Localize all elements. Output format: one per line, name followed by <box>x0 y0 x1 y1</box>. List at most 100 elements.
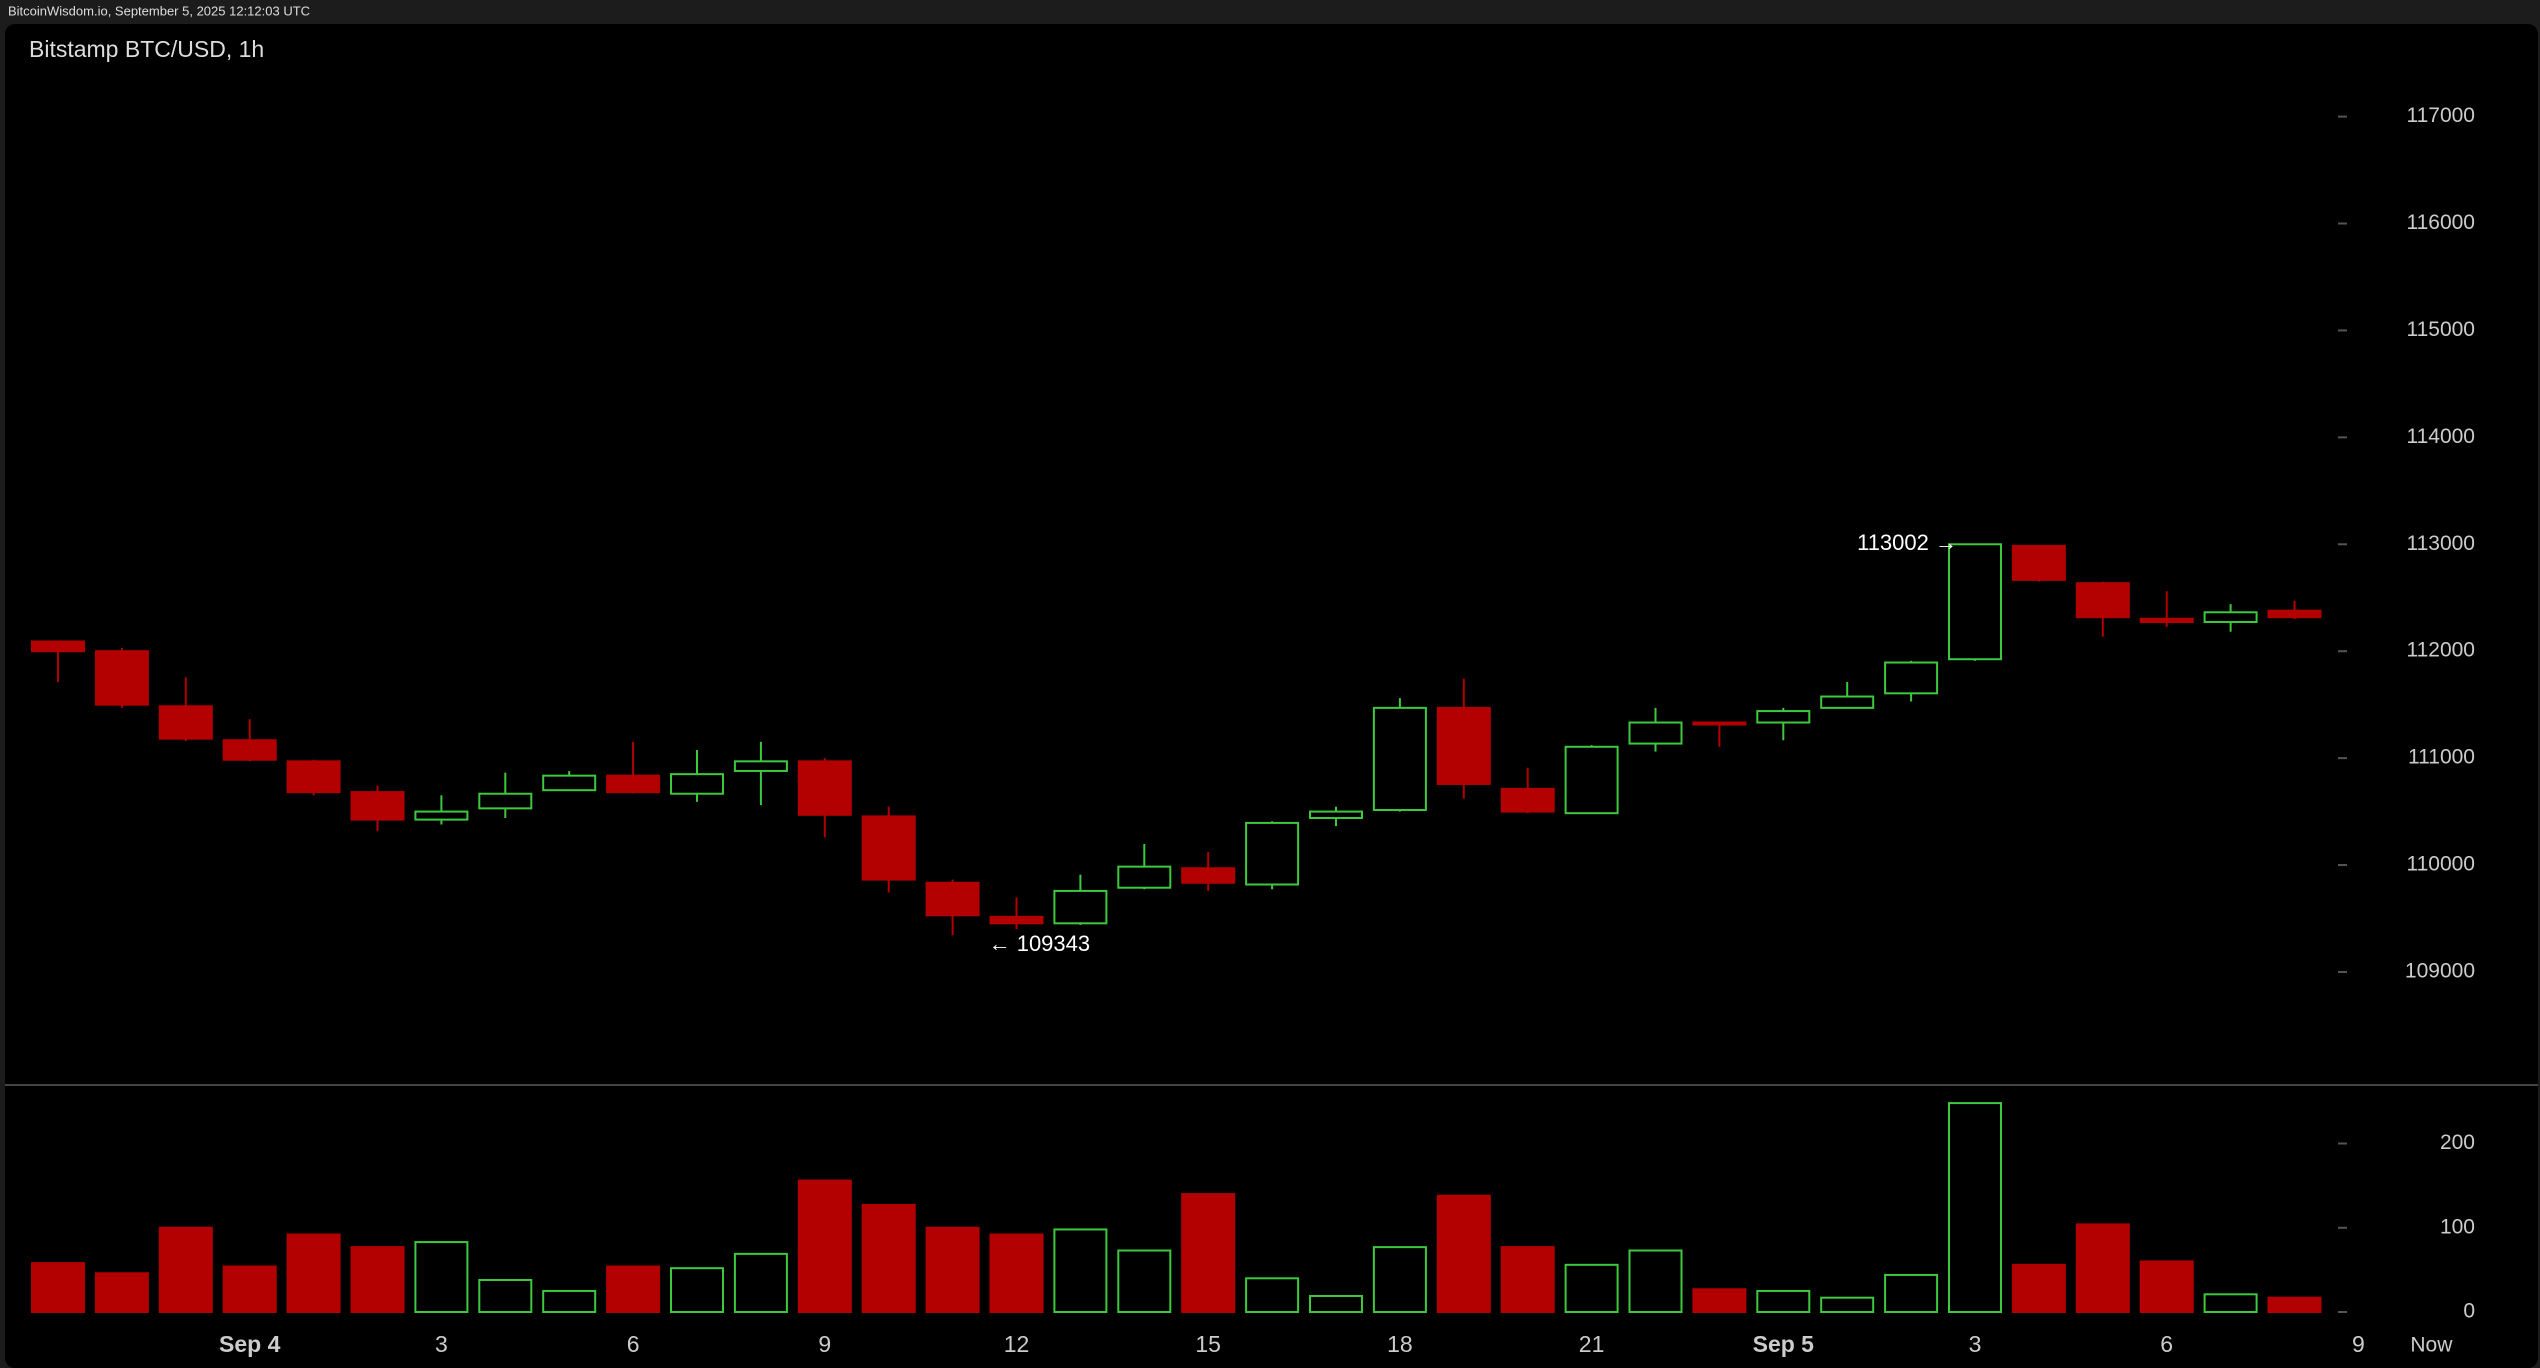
volume-bar <box>670 1267 724 1313</box>
y-tick-label: 116000 <box>2406 211 2475 234</box>
volume-bar <box>542 1289 597 1313</box>
y-tick-label: 113000 <box>2406 532 2475 555</box>
volume-tick-label: 200 <box>2440 1131 2475 1154</box>
candle-body <box>350 791 405 821</box>
volume-bar <box>925 1226 980 1314</box>
candle-body <box>478 792 533 810</box>
x-tick-label: 21 <box>1579 1331 1605 1357</box>
volume-bar <box>31 1262 85 1313</box>
y-tick-label: 112000 <box>2406 639 2475 662</box>
volume-bar <box>2011 1263 2066 1313</box>
volume-bar <box>1245 1277 1300 1313</box>
y-tick-label: 109000 <box>2405 960 2475 983</box>
y-tick-label: 115000 <box>2406 318 2475 341</box>
candle-body <box>542 774 597 792</box>
candle-body <box>1820 695 1875 709</box>
now-label: Now <box>2410 1334 2453 1357</box>
candle-body <box>733 760 788 772</box>
candle-body <box>94 650 149 706</box>
volume-bar <box>286 1233 341 1313</box>
volume-bar <box>1181 1193 1236 1313</box>
candle-body <box>2011 544 2066 581</box>
candle-body <box>861 815 916 881</box>
y-tick-label: 117000 <box>2406 104 2475 127</box>
x-tick-label: 18 <box>1387 1331 1413 1357</box>
candle-body <box>222 739 277 761</box>
x-tick-label: 3 <box>1969 1331 1982 1357</box>
candle-body <box>1309 810 1363 819</box>
volume-tick-label: 100 <box>2440 1215 2475 1238</box>
volume-bar <box>1053 1228 1108 1314</box>
volume-bar <box>222 1265 277 1313</box>
candle-body <box>1500 787 1555 813</box>
volume-bar <box>1564 1263 1619 1313</box>
candle-body <box>286 760 341 794</box>
volume-bar <box>478 1278 533 1313</box>
x-tick-label: 3 <box>435 1331 448 1357</box>
candle-body <box>1628 721 1683 745</box>
x-tick-label: 6 <box>2160 1331 2173 1357</box>
volume-bar <box>1884 1273 1939 1314</box>
candle-body <box>414 810 469 821</box>
candle-body <box>925 881 980 917</box>
candle-body <box>1245 821 1300 886</box>
x-tick-label: Sep 4 <box>219 1331 281 1357</box>
x-tick-label: 9 <box>2352 1331 2365 1357</box>
candle-body <box>1372 706 1427 811</box>
panel <box>5 24 2538 1368</box>
annotation: ← 109343 <box>989 931 1091 956</box>
volume-bar <box>2075 1223 2130 1313</box>
volume-bar <box>861 1204 916 1314</box>
candle-body <box>1053 889 1108 925</box>
candle-body <box>1692 721 1747 726</box>
candle-body <box>31 640 85 653</box>
volume-bar <box>1692 1288 1747 1314</box>
candle-body <box>1948 543 2002 661</box>
volume-bar <box>1820 1296 1875 1313</box>
x-tick-label: 15 <box>1195 1331 1221 1357</box>
volume-bar <box>1436 1194 1491 1313</box>
x-tick-label: 12 <box>1004 1331 1030 1357</box>
candle-body <box>2075 582 2130 619</box>
x-tick-label: 9 <box>818 1331 831 1357</box>
candle-body <box>797 760 852 816</box>
candle-body <box>1117 865 1172 889</box>
y-tick-label: 110000 <box>2406 853 2475 876</box>
candle-body <box>2267 609 2322 619</box>
volume-bar <box>1117 1249 1172 1313</box>
candle-body <box>2203 611 2258 624</box>
volume-bar <box>1500 1246 1555 1314</box>
volume-bar <box>1628 1249 1683 1313</box>
volume-bar <box>94 1272 149 1314</box>
volume-bar <box>797 1179 852 1313</box>
candle-body <box>989 915 1044 925</box>
volume-bar <box>606 1265 661 1313</box>
candle-body <box>1181 867 1236 884</box>
volume-bar <box>1372 1246 1427 1314</box>
volume-bar <box>1948 1102 2002 1314</box>
annotation: 113002 → <box>1857 530 1957 555</box>
volume-bar <box>989 1233 1044 1313</box>
candle-body <box>2139 617 2194 624</box>
volume-bar <box>1309 1294 1363 1313</box>
candle-body <box>158 705 213 740</box>
candle-body <box>1884 661 1939 695</box>
candle-body <box>606 774 661 794</box>
volume-tick-label: 0 <box>2463 1300 2475 1323</box>
volume-bar <box>350 1246 405 1314</box>
volume-bar <box>2203 1293 2258 1313</box>
candle-body <box>1756 710 1811 724</box>
candle-body <box>1564 745 1619 815</box>
volume-bar <box>1756 1289 1811 1313</box>
volume-bar <box>158 1226 213 1314</box>
volume-bar <box>414 1241 469 1314</box>
volume-bar <box>2267 1296 2322 1313</box>
candle-body <box>670 773 724 795</box>
candle-body <box>1436 706 1491 785</box>
header: BitcoinWisdom.io, September 5, 2025 12:1… <box>8 3 310 18</box>
chart-title: Bitstamp BTC/USD, 1h <box>29 36 264 62</box>
volume-bar <box>733 1252 788 1313</box>
y-tick-label: 114000 <box>2406 425 2475 448</box>
